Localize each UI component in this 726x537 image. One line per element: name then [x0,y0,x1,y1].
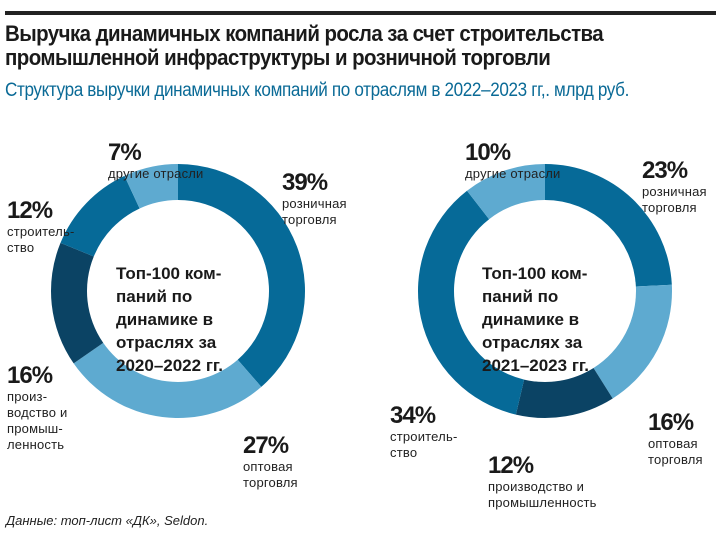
slice-label: 39% розничная торговля [282,170,347,228]
slice-percent: 16% [648,409,694,436]
slice-label: 16% произ-водство и промыш-ленность [7,363,67,453]
slice-category: произ- [7,389,48,404]
slice-category: производство и [488,479,585,494]
slice-percent: 16% [7,362,53,389]
slice-category: другие отрасли [465,166,561,181]
slice-category: торговля [282,212,337,227]
center-label-line: отраслях за [116,333,217,352]
slice-label: 12% строитель-ство [7,198,74,256]
slice-percent: 12% [488,452,534,479]
donut-slice [515,367,613,418]
center-label-line: Топ-100 ком- [482,264,588,283]
center-label-line: Топ-100 ком- [116,264,222,283]
center-label-line: паний по [482,287,559,306]
center-label-line: отраслях за [482,333,583,352]
slice-category: ство [390,445,418,460]
donut-center-label: Топ-100 ком-паний по динамике в отраслях з… [482,262,652,377]
slice-category: строитель- [390,429,458,444]
slice-category: торговля [642,200,697,215]
slice-category: строитель- [7,224,75,239]
slice-category: оптовая [648,436,698,451]
donut-center-label: Топ-100 ком-паний по динамике в отраслях з… [116,262,286,377]
center-label-line: паний по [116,287,193,306]
slice-percent: 23% [642,157,688,184]
donut-slice [51,242,104,364]
center-label-line: динамике в [116,310,214,329]
slice-percent: 39% [282,169,328,196]
chart-subtitle: Структура выручки динамичных компаний по… [5,80,630,101]
slice-percent: 10% [465,139,511,166]
center-label-line: динамике в [482,310,580,329]
slice-label: 12% производство и промышленность [488,453,597,511]
slice-label: 10% другие отрасли [465,140,561,182]
slice-category: водство и [7,405,68,420]
slice-label: 23% розничная торговля [642,158,707,216]
donut-slice [545,164,672,287]
slice-percent: 27% [243,432,289,459]
top-rule [5,11,716,15]
slice-category: ство [7,240,35,255]
slice-category: другие отрасли [108,166,204,181]
slice-category: розничная [282,196,347,211]
chart-title: Выручка динамичных компаний росла за сче… [5,21,604,70]
center-label-line: 2021–2023 гг. [482,356,589,375]
donut-slice [466,164,545,220]
donut-slice [417,190,525,415]
slice-label: 7% другие отрасли [108,140,204,182]
donut-slice [124,164,178,209]
slice-category: оптовая [243,459,293,474]
slice-percent: 7% [108,139,142,166]
center-label-line: 2020–2022 гг. [116,356,223,375]
slice-category: промыш- [7,421,63,436]
donut-slice [178,164,306,387]
slice-label: 34% строитель-ство [390,403,457,461]
slice-category: ленность [7,437,65,452]
slice-label: 27% оптовая торговля [243,433,298,491]
donut-slice [593,284,672,399]
slice-category: промышленность [488,495,597,510]
donut-slice [60,175,140,257]
slice-label: 16% оптовая торговля [648,410,703,468]
slice-category: торговля [648,452,703,467]
slice-category: торговля [243,475,298,490]
slice-percent: 34% [390,402,436,429]
slice-category: розничная [642,184,707,199]
source-note: Данные: топ-лист «ДК», Seldon. [6,513,209,528]
donut-slice [73,342,262,419]
slice-percent: 12% [7,197,53,224]
